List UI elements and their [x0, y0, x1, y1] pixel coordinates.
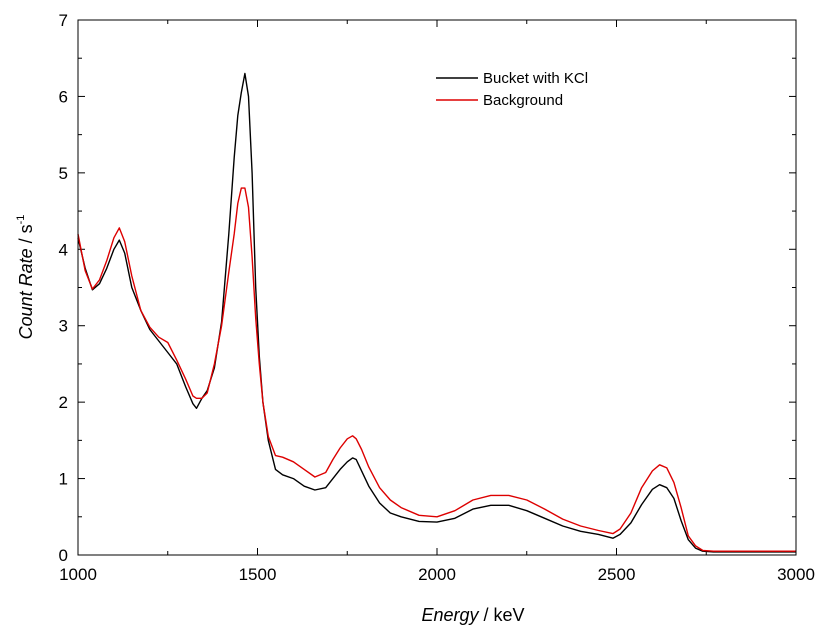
series-line-bucket-with-kcl — [77, 72, 796, 553]
series-line-background — [77, 187, 796, 552]
y-tick-label: 3 — [59, 317, 68, 336]
plot-lines — [77, 72, 796, 553]
y-tick-label: 7 — [59, 11, 68, 30]
x-tick-label: 3000 — [777, 565, 815, 584]
y-tick-label: 0 — [59, 546, 68, 565]
y-axis-title: Count Rate / s-1 — [15, 215, 36, 340]
y-tick-label: 1 — [59, 470, 68, 489]
y-tick-label: 4 — [59, 240, 68, 259]
x-axis-ticks: 1000 1500 2000 2500 3000 — [59, 20, 815, 584]
legend-label-background: Background — [483, 92, 563, 109]
x-axis-title: Energy / keV — [421, 605, 524, 625]
x-tick-label: 2500 — [598, 565, 636, 584]
y-tick-label: 5 — [59, 164, 68, 183]
x-tick-label: 2000 — [418, 565, 456, 584]
legend-label-bucket: Bucket with KCl — [483, 70, 588, 87]
y-tick-label: 6 — [59, 87, 68, 106]
plot-frame — [77, 19, 797, 556]
x-tick-label: 1000 — [59, 565, 97, 584]
y-tick-label: 2 — [59, 393, 68, 412]
x-tick-label: 1500 — [239, 565, 277, 584]
y-axis-ticks: 0 1 2 3 4 5 6 7 — [59, 11, 796, 565]
legend: Bucket with KCl Background — [436, 70, 588, 109]
